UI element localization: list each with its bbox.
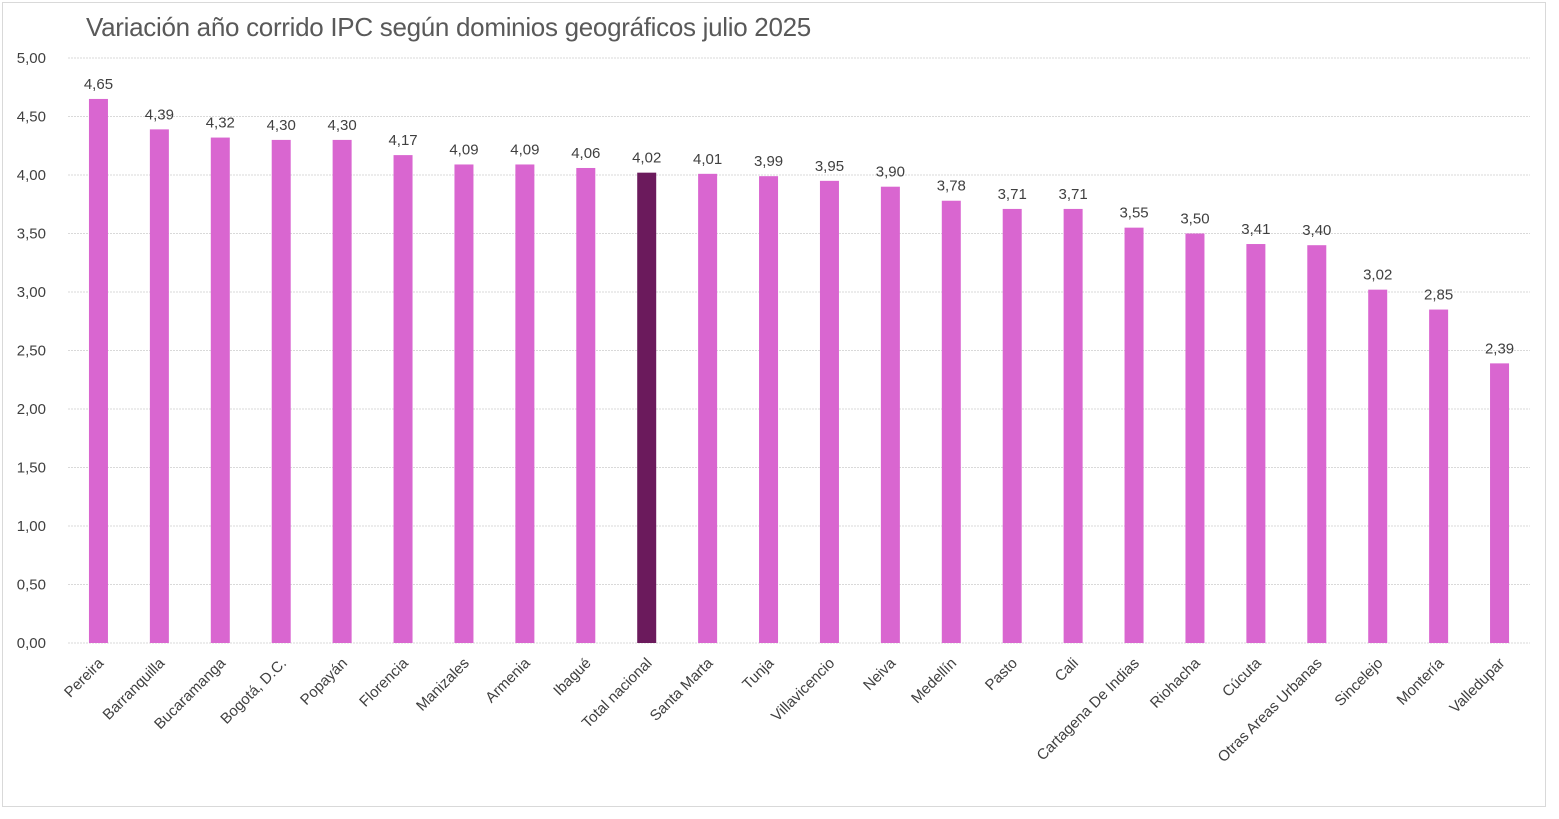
y-tick-label: 3,00: [17, 284, 46, 301]
y-tick-label: 1,50: [17, 460, 46, 477]
x-tick-label: Sincelejo: [1331, 655, 1386, 710]
x-tick-label: Pasto: [982, 655, 1021, 694]
bar: [941, 200, 961, 644]
data-label: 2,85: [1424, 287, 1453, 304]
y-tick-label: 2,50: [17, 343, 46, 360]
y-tick-label: 2,00: [17, 401, 46, 418]
x-tick-label: Tunja: [739, 654, 778, 693]
bar: [1185, 233, 1205, 643]
x-tick-label: Cartagena De Indias: [1034, 655, 1143, 764]
bar: [1246, 244, 1266, 643]
bar: [637, 172, 657, 643]
chart-title: Variación año corrido IPC según dominios…: [86, 12, 811, 42]
y-tick-label: 0,50: [17, 577, 46, 594]
x-tick-label: Santa Marta: [647, 654, 717, 724]
data-label: 3,78: [937, 178, 966, 195]
data-label: 3,71: [998, 186, 1027, 203]
data-label: 3,41: [1241, 221, 1270, 238]
bar: [271, 139, 291, 643]
bar: [1063, 208, 1083, 643]
y-tick-label: 3,50: [17, 226, 46, 243]
x-tick-label: Neiva: [860, 654, 900, 694]
chart-frame: [2, 2, 1546, 807]
bar: [1490, 363, 1510, 643]
x-tick-label: Ibagué: [550, 655, 594, 699]
x-tick-label: Cúcuta: [1219, 654, 1265, 700]
data-label: 4,30: [267, 117, 296, 134]
data-label: 3,40: [1302, 222, 1331, 239]
bar: [880, 186, 900, 643]
data-label: 4,06: [571, 145, 600, 162]
data-label: 4,09: [510, 141, 539, 158]
data-label: 3,50: [1180, 211, 1209, 228]
x-tick-label: Riohacha: [1147, 654, 1204, 711]
y-tick-label: 4,00: [17, 167, 46, 184]
bar: [88, 98, 108, 643]
data-label: 3,95: [815, 158, 844, 175]
x-tick-label: Villavicencio: [768, 655, 838, 725]
data-label: 3,55: [1119, 205, 1148, 222]
y-tick-label: 5,00: [17, 50, 46, 67]
data-label: 4,17: [388, 132, 417, 149]
x-tick-label: Medellín: [908, 655, 960, 707]
x-tick-label: Armenia: [482, 654, 534, 706]
bar: [210, 137, 230, 643]
bar: [759, 176, 779, 644]
x-tick-label: Bogotá, D.C.: [217, 655, 290, 728]
data-label: 2,39: [1485, 340, 1514, 357]
bar: [149, 129, 169, 643]
gridlines: [68, 57, 1530, 644]
y-tick-label: 0,00: [17, 635, 46, 652]
data-labels: 4,65 4,39 4,32 4,30 4,30 4,17 4,09 4,09 4,06 4,02…: [84, 76, 1514, 357]
data-label: 4,39: [145, 106, 174, 123]
bar: [1002, 208, 1022, 643]
data-label: 3,02: [1363, 267, 1392, 284]
data-label: 4,02: [632, 150, 661, 167]
bar: [1124, 227, 1144, 643]
bar: [819, 180, 839, 643]
bar: [515, 164, 535, 643]
x-tick-label: Pereira: [61, 654, 108, 701]
bar: [1307, 245, 1327, 643]
bar: [576, 167, 596, 644]
y-axis-ticks: 0,00 0,50 1,00 1,50 2,00 2,50 3,00 3,50 4,00 4,50…: [17, 50, 46, 652]
y-tick-label: 4,50: [17, 109, 46, 126]
data-label: 3,90: [876, 164, 905, 181]
bars: [88, 98, 1510, 644]
x-tick-label: Popayán: [297, 655, 351, 709]
x-tick-label: Florencia: [356, 654, 412, 710]
data-label: 4,09: [449, 141, 478, 158]
bar: [332, 139, 352, 643]
x-tick-label: Otras Areas Urbanas: [1215, 655, 1326, 766]
data-label: 4,65: [84, 76, 113, 93]
x-tick-label: Cali: [1052, 655, 1082, 685]
x-tick-label: Montería: [1394, 654, 1448, 708]
y-tick-label: 1,00: [17, 518, 46, 535]
data-label: 4,32: [206, 115, 235, 132]
bar: [454, 164, 474, 643]
data-label: 3,71: [1059, 186, 1088, 203]
x-tick-label: Valledupar: [1446, 655, 1508, 717]
bar: [1368, 289, 1388, 643]
data-label: 4,30: [328, 117, 357, 134]
bar: [1429, 309, 1449, 643]
bar: [393, 155, 413, 644]
bar: [698, 173, 718, 643]
x-tick-label: Manizales: [413, 655, 473, 715]
data-label: 4,01: [693, 151, 722, 168]
data-label: 3,99: [754, 153, 783, 170]
